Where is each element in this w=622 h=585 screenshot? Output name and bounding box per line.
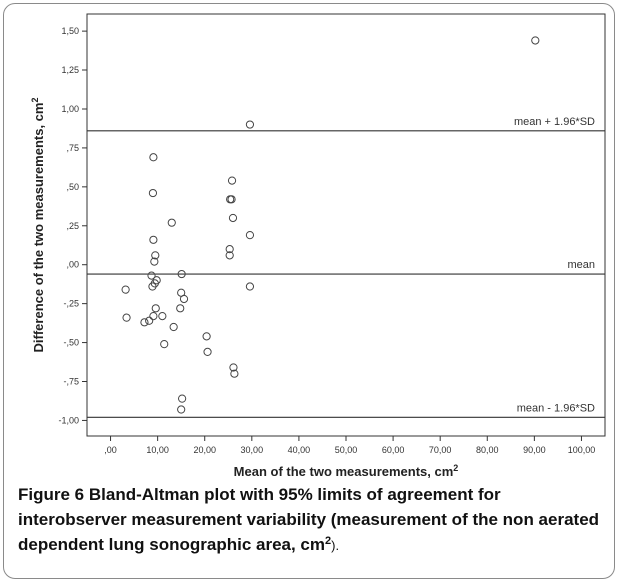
y-tick-label: ,75	[66, 143, 79, 153]
figure-label: Figure 6	[18, 485, 85, 504]
x-tick-label: 80,00	[476, 445, 499, 455]
data-point	[149, 311, 158, 321]
caption-text-main: Bland-Altman plot with 95% limits of agr…	[18, 485, 600, 554]
y-axis-label: Difference of the two measurements, cm2	[30, 98, 46, 353]
x-tick-label: ,00	[104, 445, 117, 455]
data-point	[148, 282, 157, 291]
y-tick-label: -,25	[63, 299, 79, 309]
x-tick-label: 50,00	[335, 445, 358, 455]
data-point	[151, 304, 160, 313]
y-tick-label: -1,00	[58, 415, 79, 425]
y-tick-label: 1,50	[61, 26, 79, 36]
data-point	[229, 363, 238, 372]
bland-altman-chart: 1,50 1,25 1,00 ,75 ,50 ,25 ,00 -,25 -,50 -,75 -1,0…	[30, 13, 606, 479]
data-point	[203, 347, 212, 357]
data-point	[149, 235, 158, 244]
reference-lines: mean + 1.96*SD mean mean - 1.96*SD	[87, 116, 605, 418]
x-axis-label-text: Mean of the two measurements, cm	[234, 464, 454, 479]
caption-tail: ).	[331, 538, 340, 553]
y-axis-label-superscript: 2	[30, 98, 40, 103]
data-point	[121, 285, 130, 294]
y-tick-label: -,75	[63, 376, 79, 386]
data-point	[140, 318, 149, 327]
data-point	[160, 340, 169, 349]
data-point	[202, 332, 211, 341]
x-tick-label: 100,00	[568, 445, 596, 455]
reference-label-upper: mean + 1.96*SD	[514, 116, 595, 128]
data-point	[245, 231, 255, 240]
y-axis-label-text: Difference of the two measurements, cm	[31, 103, 46, 353]
data-point	[245, 282, 255, 291]
x-tick-label: 60,00	[382, 445, 405, 455]
y-tick-label: ,00	[66, 260, 79, 270]
y-tick-label: ,50	[66, 182, 79, 192]
data-point	[227, 195, 236, 204]
x-tick-label: 10,00	[146, 445, 169, 455]
y-tick-label: ,25	[66, 221, 79, 231]
data-point	[147, 271, 156, 280]
data-point	[122, 313, 131, 322]
plot-area	[86, 13, 606, 437]
data-point	[151, 251, 160, 260]
data-point	[228, 213, 238, 223]
figure-frame: 1,50 1,25 1,00 ,75 ,50 ,25 ,00 -,25 -,50 -,75 -1,0…	[3, 3, 615, 579]
y-tick-label: -,50	[63, 338, 79, 348]
x-axis-ticks: ,00 10,00 20,00 30,00 40,00 50,00 60,00 70,00 80…	[104, 436, 595, 455]
y-axis-ticks: 1,50 1,25 1,00 ,75 ,50 ,25 ,00 -,25 -,50 -,75 -1,0…	[58, 26, 87, 425]
data-point	[177, 405, 186, 414]
x-tick-label: 20,00	[193, 445, 216, 455]
data-point	[245, 120, 255, 129]
data-point	[178, 394, 187, 403]
caption-text: Bland-Altman plot with 95% limits of agr…	[18, 485, 599, 554]
data-point	[148, 188, 158, 198]
x-tick-label: 40,00	[288, 445, 311, 455]
data-point	[176, 304, 185, 313]
data-point	[150, 257, 159, 266]
data-point	[531, 36, 540, 45]
data-point	[225, 245, 234, 254]
data-point	[225, 251, 234, 260]
y-tick-label: 1,00	[61, 104, 79, 114]
x-axis-label-superscript: 2	[453, 463, 458, 473]
data-point	[167, 218, 176, 227]
x-tick-label: 90,00	[523, 445, 546, 455]
data-point	[230, 369, 239, 378]
figure-caption: Figure 6 Bland-Altman plot with 95% limi…	[18, 482, 608, 558]
caption-superscript: 2	[325, 535, 332, 547]
data-point	[227, 176, 237, 185]
data-point	[158, 311, 167, 321]
data-point	[149, 153, 158, 162]
data-point	[169, 322, 178, 332]
reference-label-lower: mean - 1.96*SD	[517, 402, 595, 414]
y-tick-label: 1,25	[61, 65, 79, 75]
data-points	[121, 36, 540, 414]
data-point	[177, 269, 186, 279]
x-tick-label: 30,00	[241, 445, 264, 455]
reference-label-mean: mean	[567, 259, 595, 271]
data-point	[179, 294, 189, 304]
x-tick-label: 70,00	[429, 445, 452, 455]
x-axis-label: Mean of the two measurements, cm2	[234, 463, 459, 479]
data-point	[145, 316, 154, 325]
